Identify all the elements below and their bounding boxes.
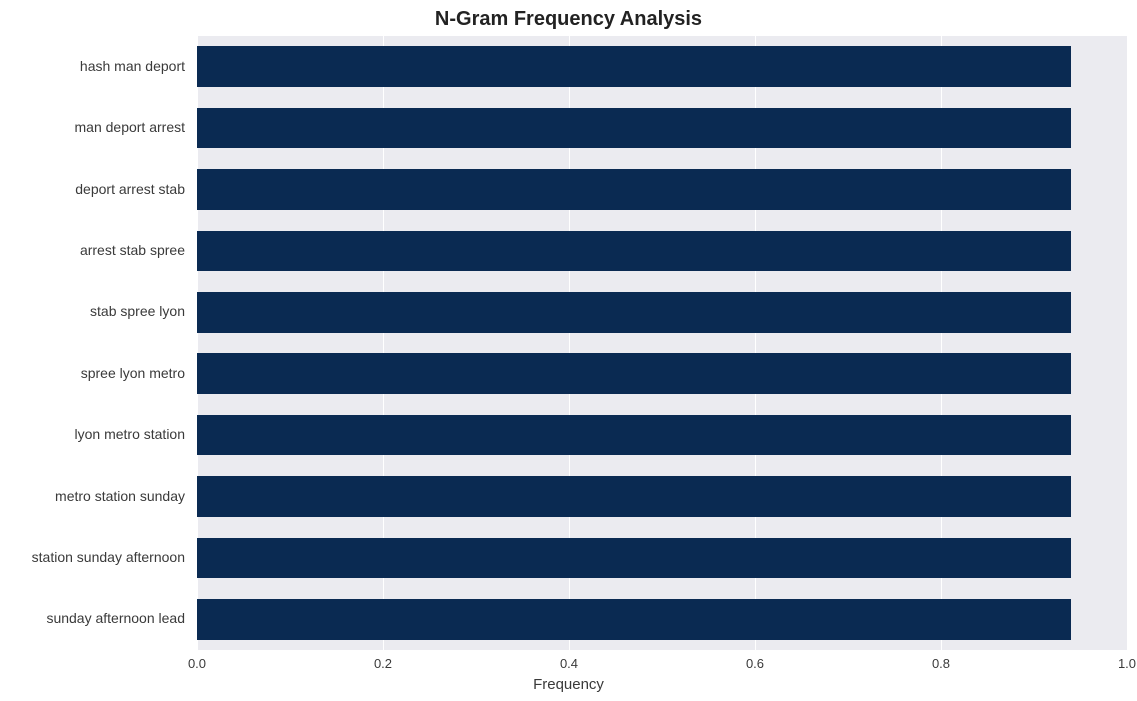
- ngram-frequency-chart: N-Gram Frequency Analysis Frequency 0.0 0…: [0, 0, 1137, 701]
- bar: [197, 46, 1071, 87]
- y-tick-label: spree lyon metro: [1, 365, 191, 381]
- y-tick-label: deport arrest stab: [1, 181, 191, 197]
- bar-row: [197, 353, 1127, 394]
- y-tick-label: station sunday afternoon: [1, 549, 191, 565]
- x-tick-label: 1.0: [1107, 656, 1137, 671]
- x-tick-label: 0.4: [549, 656, 589, 671]
- bar: [197, 231, 1071, 272]
- bar-row: [197, 599, 1127, 640]
- y-tick-label: hash man deport: [1, 58, 191, 74]
- bar: [197, 108, 1071, 149]
- x-tick-label: 0.8: [921, 656, 961, 671]
- bar: [197, 353, 1071, 394]
- y-tick-label: sunday afternoon lead: [1, 610, 191, 626]
- bar: [197, 599, 1071, 640]
- y-tick-label: arrest stab spree: [1, 242, 191, 258]
- plot-area: [197, 36, 1127, 650]
- bar-row: [197, 415, 1127, 456]
- x-tick-label: 0.2: [363, 656, 403, 671]
- bar: [197, 292, 1071, 333]
- bar-row: [197, 46, 1127, 87]
- bar-row: [197, 108, 1127, 149]
- x-tick-label: 0.0: [177, 656, 217, 671]
- bar-row: [197, 169, 1127, 210]
- y-tick-label: stab spree lyon: [1, 303, 191, 319]
- bar-row: [197, 538, 1127, 579]
- y-tick-label: man deport arrest: [1, 119, 191, 135]
- gridline: [1127, 36, 1128, 650]
- bar: [197, 476, 1071, 517]
- y-tick-label: metro station sunday: [1, 488, 191, 504]
- bar: [197, 538, 1071, 579]
- bar: [197, 169, 1071, 210]
- x-tick-label: 0.6: [735, 656, 775, 671]
- bar-row: [197, 292, 1127, 333]
- x-axis-label: Frequency: [0, 676, 1137, 693]
- bar-row: [197, 231, 1127, 272]
- chart-title: N-Gram Frequency Analysis: [0, 8, 1137, 31]
- bar: [197, 415, 1071, 456]
- bar-row: [197, 476, 1127, 517]
- y-tick-label: lyon metro station: [1, 426, 191, 442]
